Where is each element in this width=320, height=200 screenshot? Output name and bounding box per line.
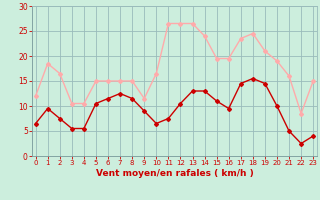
X-axis label: Vent moyen/en rafales ( km/h ): Vent moyen/en rafales ( km/h ) (96, 169, 253, 178)
